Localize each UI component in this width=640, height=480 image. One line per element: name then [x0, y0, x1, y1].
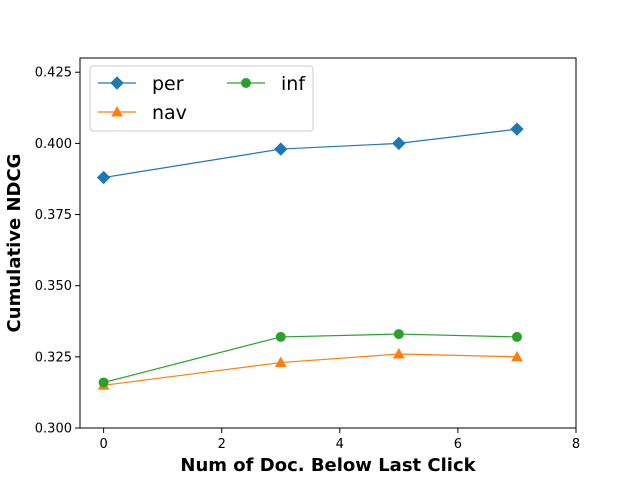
y-tick-label: 0.350	[35, 279, 72, 294]
y-tick-label: 0.300	[35, 422, 72, 437]
y-axis-title: Cumulative NDCG	[4, 154, 25, 333]
x-tick-label: 2	[218, 437, 226, 452]
x-tick-label: 0	[99, 437, 107, 452]
data-point-inf	[275, 331, 286, 342]
data-point-per	[96, 170, 111, 185]
legend-label-nav: nav	[152, 102, 187, 124]
legend-box	[89, 65, 314, 132]
x-axis-title: Num of Doc. Below Last Click	[180, 455, 476, 476]
data-point-per	[392, 136, 406, 151]
legend-marker-inf	[241, 78, 251, 88]
data-point-nav	[393, 347, 405, 359]
legend-marker-nav	[111, 105, 123, 117]
x-tick-label: 8	[572, 437, 580, 452]
series-line-inf	[103, 333, 517, 384]
data-point-inf	[511, 331, 522, 342]
y-tick-label: 0.375	[35, 208, 72, 223]
data-point-inf	[98, 377, 109, 388]
data-point-nav	[511, 350, 523, 362]
axes-frame	[79, 57, 577, 429]
y-tick-label: 0.400	[35, 137, 72, 152]
y-tick-label: 0.425	[35, 66, 72, 81]
y-tick-label: 0.325	[35, 350, 72, 365]
x-tick-label: 4	[336, 437, 344, 452]
x-axis: 0 2 4 6 8	[99, 428, 580, 452]
series-line-nav	[103, 353, 517, 386]
y-axis: 0.300 0.325 0.350 0.375 0.400 0.425	[35, 66, 80, 437]
legend-label-inf: inf	[281, 73, 306, 95]
legend-marker-per	[110, 76, 124, 90]
series-line-per	[103, 128, 518, 179]
data-point-per	[274, 142, 288, 156]
data-point-nav	[274, 356, 287, 368]
legend-label-per: per	[152, 73, 184, 95]
plot-area	[96, 122, 524, 390]
legend: per nav inf	[89, 65, 314, 132]
x-tick-label: 6	[454, 437, 462, 452]
data-point-per	[510, 122, 524, 136]
data-point-inf	[393, 329, 404, 340]
